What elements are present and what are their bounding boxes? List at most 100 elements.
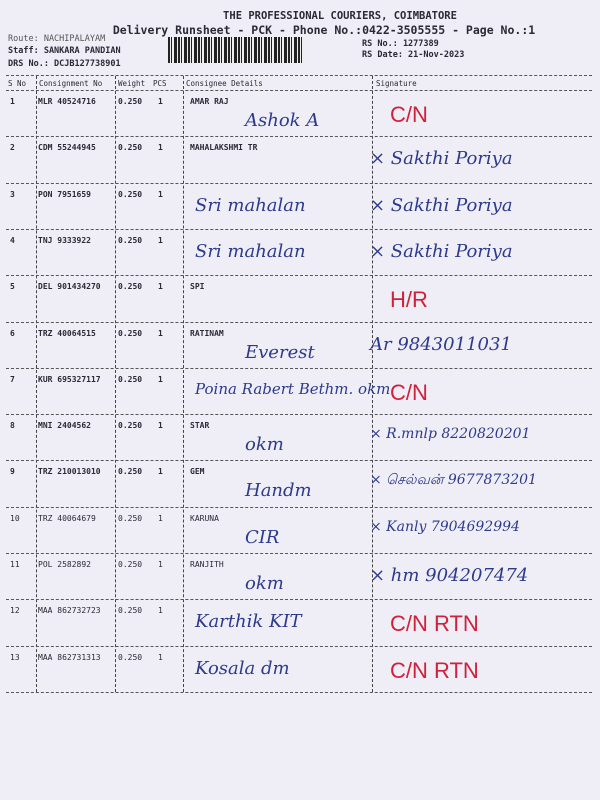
rs-number: RS No.: 1277389 [362, 39, 439, 49]
handwritten-consignee-note: Kosala dm [195, 657, 290, 679]
row-divider [6, 414, 592, 416]
serial-number: 8 [10, 421, 15, 431]
row-divider [6, 460, 592, 462]
weight: 0.250 [118, 143, 143, 153]
handwritten-consignee-note: Sri mahalan [195, 240, 306, 262]
header-divider [6, 90, 592, 91]
handwritten-signature: × R.mnlp 8220820201 [370, 426, 531, 443]
pieces: 1 [158, 328, 163, 338]
handwritten-signature: C/N RTN [390, 657, 479, 683]
column-divider [36, 76, 37, 692]
row-divider [6, 275, 592, 277]
pieces: 1 [158, 97, 163, 106]
weight: 0.250 [118, 560, 143, 569]
col-signature: Signature [376, 79, 417, 88]
column-divider [372, 76, 373, 692]
consignee-name: STAR [190, 421, 210, 431]
row-divider [6, 691, 592, 693]
pieces: 1 [158, 374, 163, 384]
weight: 0.250 [118, 97, 143, 106]
consignment-number: MAA 862732723 [38, 606, 101, 616]
consignment-number: TNJ 9333922 [38, 235, 91, 245]
weight: 0.250 [118, 328, 143, 338]
consignment-number: MAA 862731313 [38, 652, 101, 662]
serial-number: 2 [10, 143, 15, 153]
row-divider [6, 553, 592, 554]
row-divider [6, 136, 592, 138]
consignment-number: CDM 55244945 [38, 143, 96, 153]
serial-number: 10 [10, 513, 20, 523]
serial-number: 5 [10, 282, 15, 292]
handwritten-consignee-note: okm [245, 434, 284, 456]
pieces: 1 [158, 282, 163, 292]
weight: 0.250 [118, 652, 143, 662]
row-divider [6, 599, 592, 601]
col-consignee: Consignee Details [186, 79, 263, 88]
handwritten-signature: × Sakthi Poriya [370, 194, 513, 216]
col-pcs: PCS [153, 79, 167, 88]
serial-number: 7 [10, 374, 15, 384]
consignee-name: MAHALAKSHMI TR [190, 143, 258, 153]
pieces: 1 [158, 560, 163, 569]
consignment-number: TRZ 210013010 [38, 467, 101, 477]
consignment-number: KUR 695327117 [38, 374, 101, 384]
consignment-number: POL 2582892 [38, 560, 91, 569]
pieces: 1 [158, 143, 163, 153]
serial-number: 6 [10, 328, 15, 338]
handwritten-signature: C/N [390, 102, 428, 127]
consignment-number: TRZ 40064679 [38, 513, 96, 523]
pieces: 1 [158, 652, 163, 662]
runsheet-subtitle: Delivery Runsheet - PCK - Phone No.:0422… [112, 23, 536, 37]
pieces: 1 [158, 421, 163, 431]
col-consignment: Consignment No [39, 79, 103, 88]
serial-number: 13 [10, 652, 20, 662]
consignee-name: SPI [190, 282, 205, 292]
handwritten-signature: × Kanly 7904692994 [370, 518, 520, 535]
consignment-number: MNI 2404562 [38, 421, 91, 431]
serial-number: 12 [10, 606, 20, 616]
handwritten-consignee-note: CIR [245, 526, 280, 548]
handwritten-consignee-note: Poina Rabert Bethm. okm [195, 379, 391, 398]
pieces: 1 [158, 606, 163, 616]
consignee-name: KARUNA [190, 513, 219, 523]
handwritten-signature: × செல்வன் 9677873201 [370, 472, 537, 489]
handwritten-signature: × Sakthi Poriya [370, 148, 513, 170]
weight: 0.250 [118, 282, 143, 292]
consignee-name: GEM [190, 467, 205, 477]
consignee-name: RATINAM [190, 328, 224, 338]
pieces: 1 [158, 513, 163, 523]
row-divider [6, 645, 592, 647]
handwritten-signature: C/N RTN [390, 611, 479, 637]
handwritten-signature: × hm 904207474 [370, 565, 529, 586]
table-top-border [6, 75, 592, 76]
weight: 0.250 [118, 189, 143, 199]
handwritten-signature: × Sakthi Poriya [370, 240, 513, 262]
weight: 0.250 [118, 513, 143, 523]
consignee-name: RANJITH [190, 560, 224, 569]
serial-number: 11 [10, 560, 20, 569]
company-title: THE PROFESSIONAL COURIERS, COIMBATORE [223, 10, 457, 22]
barcode [168, 37, 304, 63]
handwritten-signature: C/N [390, 379, 428, 405]
weight: 0.250 [118, 421, 143, 431]
handwritten-consignee-note: Sri mahalan [195, 194, 306, 216]
handwritten-consignee-note: Everest [245, 341, 315, 363]
row-divider [6, 506, 592, 508]
consignment-number: PON 7951659 [38, 189, 91, 199]
handwritten-consignee-note: Handm [245, 480, 312, 502]
staff: Staff: SANKARA PANDIAN [8, 46, 121, 56]
handwritten-signature: H/R [390, 287, 428, 313]
weight: 0.250 [118, 467, 143, 477]
consignee-name: AMAR RAJ [190, 97, 229, 106]
serial-number: 3 [10, 189, 15, 199]
consignment-number: MLR 40524716 [38, 97, 96, 106]
row-divider [6, 182, 592, 184]
row-divider [6, 228, 592, 230]
route: Route: NACHIPALAYAM [8, 34, 106, 44]
handwritten-consignee-note: Ashok A [245, 110, 320, 131]
column-divider [115, 76, 116, 692]
drs-number: DRS No.: DCJB127738901 [8, 59, 121, 69]
col-weight: Weight [118, 79, 146, 88]
column-divider [183, 76, 184, 692]
consignment-number: TRZ 40064515 [38, 328, 96, 338]
